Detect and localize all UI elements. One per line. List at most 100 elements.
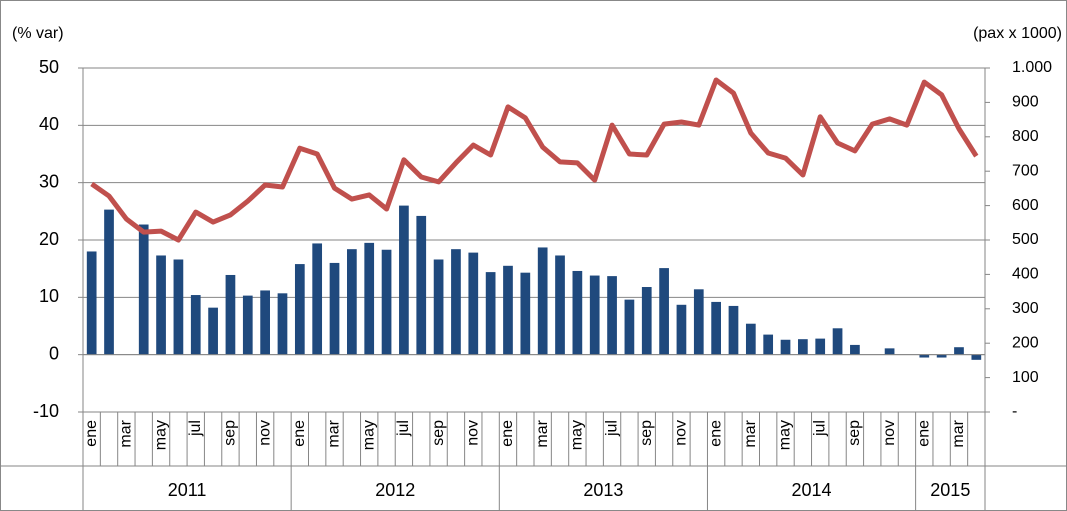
bar bbox=[798, 339, 808, 355]
bar bbox=[624, 299, 635, 355]
bar bbox=[936, 354, 947, 358]
bar bbox=[138, 224, 149, 355]
bar bbox=[242, 295, 253, 355]
bar bbox=[329, 262, 340, 355]
y2-tick-label: 500 bbox=[1012, 231, 1039, 248]
bar bbox=[745, 323, 756, 355]
bar bbox=[641, 287, 652, 355]
y2-tick-label: 200 bbox=[1012, 334, 1039, 351]
bar bbox=[954, 347, 964, 355]
bar bbox=[520, 272, 531, 355]
y-tick-label: 20 bbox=[39, 229, 59, 249]
y2-tick-label: 1.000 bbox=[1012, 59, 1052, 76]
x-tick-label: may bbox=[360, 420, 377, 450]
bar bbox=[728, 305, 739, 355]
bar bbox=[971, 354, 982, 360]
bar bbox=[294, 264, 305, 355]
y2-axis-label: (pax x 1000) bbox=[973, 25, 1062, 42]
bar bbox=[86, 251, 97, 355]
bar bbox=[832, 328, 843, 355]
x-tick-label: mar bbox=[534, 419, 551, 447]
x-tick-label: jul bbox=[395, 420, 412, 437]
x-tick-label: jul bbox=[187, 420, 204, 437]
bar bbox=[711, 301, 721, 355]
x-tick-label: nov bbox=[465, 420, 482, 446]
year-label: 2011 bbox=[168, 480, 207, 500]
bar bbox=[850, 344, 860, 355]
bar bbox=[555, 255, 565, 355]
bar bbox=[260, 290, 270, 355]
bar bbox=[451, 249, 461, 355]
bar bbox=[347, 249, 357, 355]
line bbox=[90, 77, 979, 243]
bar bbox=[589, 275, 600, 355]
bar bbox=[659, 268, 669, 355]
x-tick-label: jul bbox=[603, 420, 620, 437]
y2-tick-label: 700 bbox=[1012, 162, 1039, 179]
y2-tick-label: 400 bbox=[1012, 266, 1039, 283]
y2-tick-label: 300 bbox=[1012, 300, 1039, 317]
y-tick-label: 40 bbox=[39, 114, 59, 134]
bar bbox=[693, 289, 704, 355]
x-tick-label: may bbox=[777, 420, 794, 450]
x-tick-label: mar bbox=[950, 419, 967, 447]
x-tick-label: mar bbox=[742, 419, 759, 447]
x-tick-label: nov bbox=[673, 420, 690, 446]
bar bbox=[416, 215, 427, 355]
year-label: 2013 bbox=[583, 480, 623, 500]
bar bbox=[208, 307, 218, 355]
bar bbox=[433, 259, 444, 355]
x-tick-label: mar bbox=[118, 419, 135, 447]
bar bbox=[919, 354, 930, 358]
x-tick-label: ene bbox=[707, 420, 724, 447]
y-tick-label: 0 bbox=[49, 343, 59, 363]
x-tick-label: may bbox=[152, 420, 169, 450]
bar bbox=[173, 259, 184, 355]
bar bbox=[537, 247, 548, 355]
x-tick-label: sep bbox=[846, 420, 863, 446]
bar bbox=[399, 205, 409, 355]
year-label: 2014 bbox=[792, 480, 832, 500]
bar bbox=[676, 304, 687, 355]
bar bbox=[381, 249, 392, 355]
x-tick-label: sep bbox=[638, 420, 655, 446]
x-tick-label: ene bbox=[916, 420, 933, 447]
year-label: 2015 bbox=[930, 480, 970, 500]
bar bbox=[277, 293, 288, 355]
y-axis-label: (% var) bbox=[12, 25, 64, 42]
bar bbox=[190, 295, 201, 355]
y2-tick-label: 900 bbox=[1012, 94, 1039, 111]
y-tick-label: 50 bbox=[39, 57, 59, 77]
bar bbox=[884, 348, 895, 355]
bar bbox=[364, 242, 375, 355]
x-tick-label: ene bbox=[83, 420, 100, 447]
x-tick-label: nov bbox=[256, 420, 273, 446]
bar bbox=[763, 334, 774, 355]
x-tick-label: nov bbox=[881, 420, 898, 446]
bar bbox=[104, 209, 114, 355]
bar bbox=[485, 272, 496, 355]
bar bbox=[503, 265, 513, 355]
y2-tick-label: 100 bbox=[1012, 369, 1039, 386]
bar bbox=[312, 243, 323, 355]
bar bbox=[156, 255, 166, 355]
x-tick-label: jul bbox=[811, 420, 828, 437]
bar bbox=[225, 274, 236, 355]
y-tick-label: 30 bbox=[39, 171, 59, 191]
bar bbox=[780, 339, 791, 355]
bar bbox=[815, 338, 826, 355]
bar bbox=[572, 270, 583, 355]
bar bbox=[607, 276, 617, 355]
x-tick-label: ene bbox=[291, 420, 308, 447]
y-tick-label: 10 bbox=[39, 286, 59, 306]
y2-tick-label: 800 bbox=[1012, 128, 1039, 145]
x-tick-label: may bbox=[569, 420, 586, 450]
y2-tick-label: - bbox=[1012, 403, 1017, 420]
y2-tick-label: 600 bbox=[1012, 197, 1039, 214]
year-label: 2012 bbox=[375, 480, 415, 500]
x-tick-label: ene bbox=[499, 420, 516, 447]
bar bbox=[468, 252, 479, 355]
x-tick-label: mar bbox=[326, 419, 343, 447]
y-tick-label: -10 bbox=[33, 401, 59, 421]
